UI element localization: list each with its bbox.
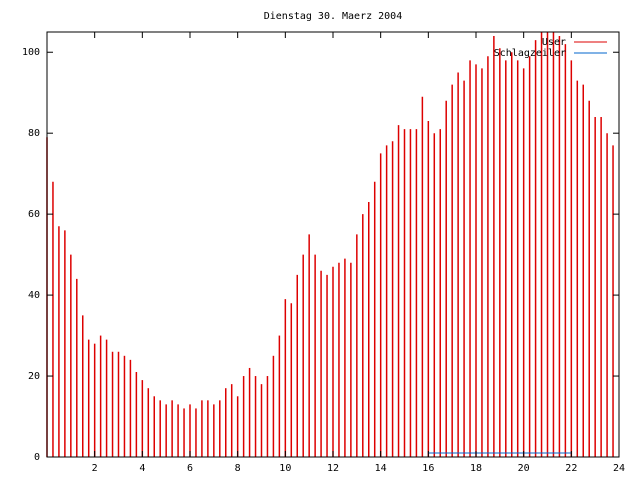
y-tick-label: 60 <box>28 209 40 220</box>
x-tick-label: 6 <box>187 463 193 474</box>
legend-label: User <box>542 37 566 48</box>
x-tick-label: 2 <box>92 463 98 474</box>
y-tick-label: 0 <box>34 452 40 463</box>
x-tick-label: 4 <box>139 463 145 474</box>
x-tick-label: 22 <box>565 463 577 474</box>
x-tick-label: 12 <box>327 463 339 474</box>
x-tick-label: 24 <box>613 463 625 474</box>
x-tick-label: 18 <box>470 463 482 474</box>
y-tick-label: 80 <box>28 128 40 139</box>
y-tick-label: 100 <box>22 47 40 58</box>
x-tick-label: 8 <box>235 463 241 474</box>
chart-title: Dienstag 30. Maerz 2004 <box>264 11 402 22</box>
y-tick-label: 20 <box>28 371 40 382</box>
legend-label: Schlagzeiler <box>494 48 566 59</box>
x-tick-label: 20 <box>518 463 530 474</box>
x-tick-label: 14 <box>375 463 387 474</box>
y-tick-label: 40 <box>28 290 40 301</box>
x-tick-label: 16 <box>422 463 434 474</box>
x-tick-label: 10 <box>279 463 291 474</box>
